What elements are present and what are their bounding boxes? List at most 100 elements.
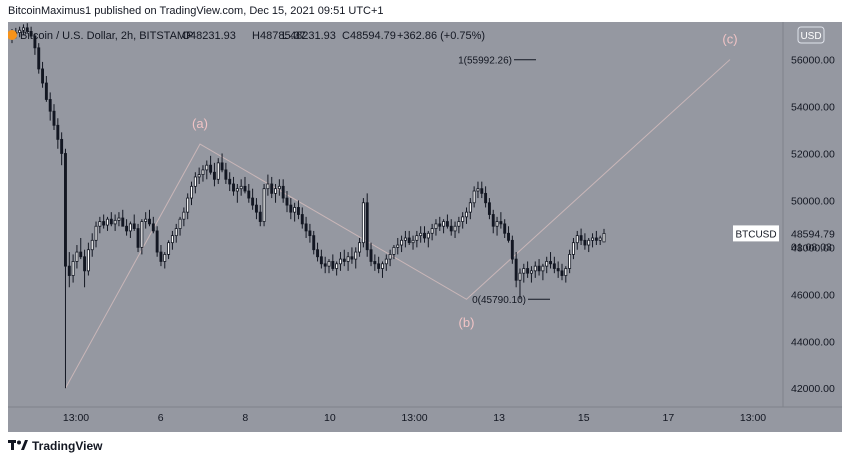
candle xyxy=(220,153,224,173)
x-tick-label: 15 xyxy=(578,412,590,424)
candle xyxy=(277,179,281,196)
candle xyxy=(159,245,163,267)
candle xyxy=(86,242,90,276)
candle xyxy=(44,75,48,102)
last-price-value: 48594.79 xyxy=(791,228,835,240)
candle xyxy=(442,219,446,234)
candle xyxy=(67,252,71,288)
candle xyxy=(396,237,400,255)
candle xyxy=(369,242,373,267)
candle xyxy=(526,261,530,278)
candle xyxy=(335,261,339,276)
legend-close-label: C xyxy=(342,30,350,42)
y-tick-label: 56000.00 xyxy=(791,55,835,67)
candle xyxy=(285,191,289,213)
wave-lines xyxy=(65,59,731,389)
candle xyxy=(132,214,136,231)
candle xyxy=(25,23,29,34)
bitcoin-icon xyxy=(8,30,17,40)
candle xyxy=(186,193,190,220)
candle xyxy=(106,216,109,231)
candle xyxy=(587,237,591,253)
candle xyxy=(56,118,60,149)
candle xyxy=(193,172,197,194)
candle xyxy=(480,181,484,199)
candle xyxy=(289,198,293,220)
candle xyxy=(438,216,442,231)
price-chart[interactable]: 56000.00 54000.00 52000.00 50000.00 48000.00… xyxy=(8,22,842,432)
candle xyxy=(571,237,575,260)
candle xyxy=(400,235,404,253)
candle xyxy=(426,230,430,248)
candle xyxy=(549,252,552,269)
chart-area[interactable]: 56000.00 54000.00 52000.00 50000.00 48000.00… xyxy=(8,22,842,432)
candle xyxy=(281,179,285,203)
candle xyxy=(128,221,132,238)
candle xyxy=(293,202,297,222)
fib-level-label: 0(45790.10) xyxy=(472,295,526,306)
candle xyxy=(247,183,251,203)
candle xyxy=(564,266,568,283)
candle xyxy=(235,183,239,203)
candle xyxy=(270,176,274,199)
candle xyxy=(594,230,598,246)
candle xyxy=(148,209,151,227)
candle xyxy=(258,205,262,227)
candle xyxy=(430,223,434,241)
candle xyxy=(583,233,587,250)
candle xyxy=(232,176,235,196)
legend-open-label: O xyxy=(182,30,191,42)
wave-labels: (a) (b) (c) xyxy=(192,32,738,331)
candle xyxy=(125,219,129,236)
candle xyxy=(602,228,606,243)
candle xyxy=(377,256,381,274)
candle xyxy=(251,188,255,210)
candle xyxy=(487,198,491,220)
x-tick-label: 13:00 xyxy=(740,412,766,424)
candle xyxy=(155,226,159,257)
candle xyxy=(350,247,354,264)
legend-open-value: 48231.93 xyxy=(190,30,236,42)
candle xyxy=(190,181,193,206)
candle xyxy=(140,219,144,255)
candle xyxy=(274,183,277,203)
candle xyxy=(52,104,56,130)
candle xyxy=(327,259,331,274)
candle xyxy=(579,228,583,246)
currency-button[interactable]: USD xyxy=(797,26,825,44)
candle xyxy=(545,256,549,274)
candle xyxy=(541,263,545,281)
candle xyxy=(346,252,350,271)
candle xyxy=(522,263,526,283)
legend-close-value: 48594.79 xyxy=(350,30,396,42)
candle xyxy=(205,160,209,180)
candle xyxy=(381,261,384,278)
candle xyxy=(113,214,117,231)
candle xyxy=(342,249,346,267)
candle xyxy=(117,212,121,227)
candle xyxy=(384,254,388,271)
candle xyxy=(453,221,457,238)
candle xyxy=(121,209,125,227)
candle xyxy=(224,162,228,184)
candle xyxy=(423,226,426,243)
candle xyxy=(300,207,304,229)
candle xyxy=(434,219,438,236)
footer: TradingView xyxy=(8,436,308,458)
candle xyxy=(167,240,171,260)
candle xyxy=(319,249,323,269)
candle xyxy=(266,174,270,196)
candle xyxy=(37,43,41,74)
wave-label: (a) xyxy=(192,116,208,131)
candle xyxy=(304,216,308,238)
symbol-tag xyxy=(733,225,779,242)
candle xyxy=(83,249,87,288)
candle xyxy=(461,212,465,229)
candle xyxy=(415,230,419,248)
candle xyxy=(197,167,201,184)
y-tick-label: 50000.00 xyxy=(791,195,835,207)
candle xyxy=(48,92,52,121)
candle xyxy=(102,214,106,229)
candle xyxy=(297,200,300,220)
candle xyxy=(499,212,503,229)
